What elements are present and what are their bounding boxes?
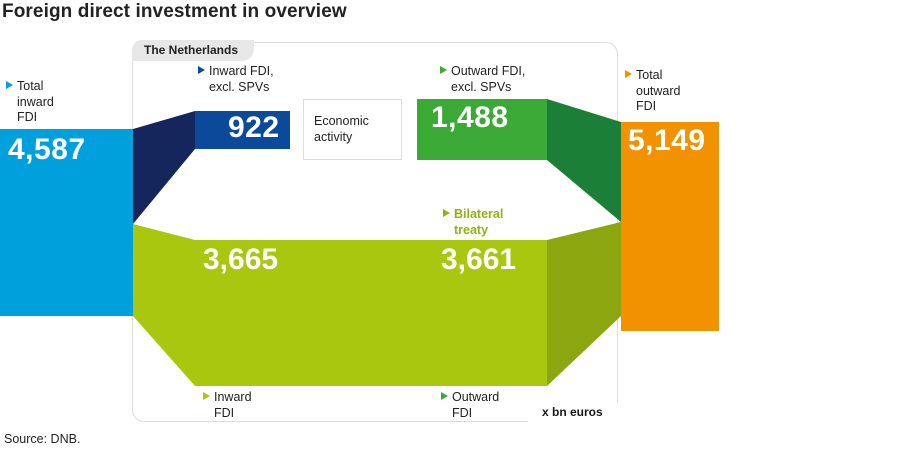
bilateral-treaty-label: Bilateral treaty bbox=[443, 207, 503, 238]
total-inward-label: Total inward FDI bbox=[6, 79, 54, 126]
inward-fdi-label: Inward FDI bbox=[203, 390, 252, 421]
inward-excl-spv-connector bbox=[133, 111, 195, 224]
triangle-icon bbox=[443, 209, 450, 217]
total-inward-bar bbox=[0, 129, 133, 316]
bilateral-outward-value: 3,661 bbox=[441, 243, 517, 276]
outward-excl-spv-value: 1,488 bbox=[431, 101, 509, 134]
triangle-icon bbox=[203, 392, 210, 400]
total-outward-bar bbox=[621, 122, 719, 331]
outward-fdi-label: Outward FDI bbox=[441, 390, 499, 421]
outward-excl-spv-bar bbox=[417, 99, 547, 160]
unit-label: x bn euros bbox=[528, 403, 618, 422]
total-outward-value: 5,149 bbox=[628, 124, 706, 157]
economic-activity-line1: Economic bbox=[314, 114, 369, 128]
source-note: Source: DNB. bbox=[4, 432, 81, 446]
bilateral-inward-value: 3,665 bbox=[203, 243, 279, 276]
page-title: Foreign direct investment in overview bbox=[2, 1, 347, 22]
triangle-icon bbox=[6, 81, 13, 89]
total-inward-value: 4,587 bbox=[8, 133, 86, 166]
panel-title: The Netherlands bbox=[132, 40, 255, 61]
triangle-icon bbox=[198, 66, 205, 74]
bilateral-inward-connector bbox=[133, 224, 195, 386]
inward-excl-spv-value: 922 bbox=[228, 111, 280, 144]
outward-excl-spv-label: Outward FDI, excl. SPVs bbox=[440, 64, 525, 95]
bilateral-outward-connector bbox=[547, 222, 621, 386]
triangle-icon bbox=[625, 70, 632, 78]
total-outward-label: Total outward FDI bbox=[625, 68, 680, 115]
bilateral-treaty-bar bbox=[195, 240, 547, 386]
inward-excl-spv-bar bbox=[195, 111, 290, 149]
economic-activity-box: Economic activity bbox=[303, 99, 402, 160]
triangle-icon bbox=[440, 66, 447, 74]
inward-excl-spv-label: Inward FDI, excl. SPVs bbox=[198, 64, 274, 95]
economic-activity-line2: activity bbox=[314, 130, 353, 144]
triangle-icon bbox=[441, 392, 448, 400]
outward-excl-spv-connector bbox=[547, 99, 621, 222]
